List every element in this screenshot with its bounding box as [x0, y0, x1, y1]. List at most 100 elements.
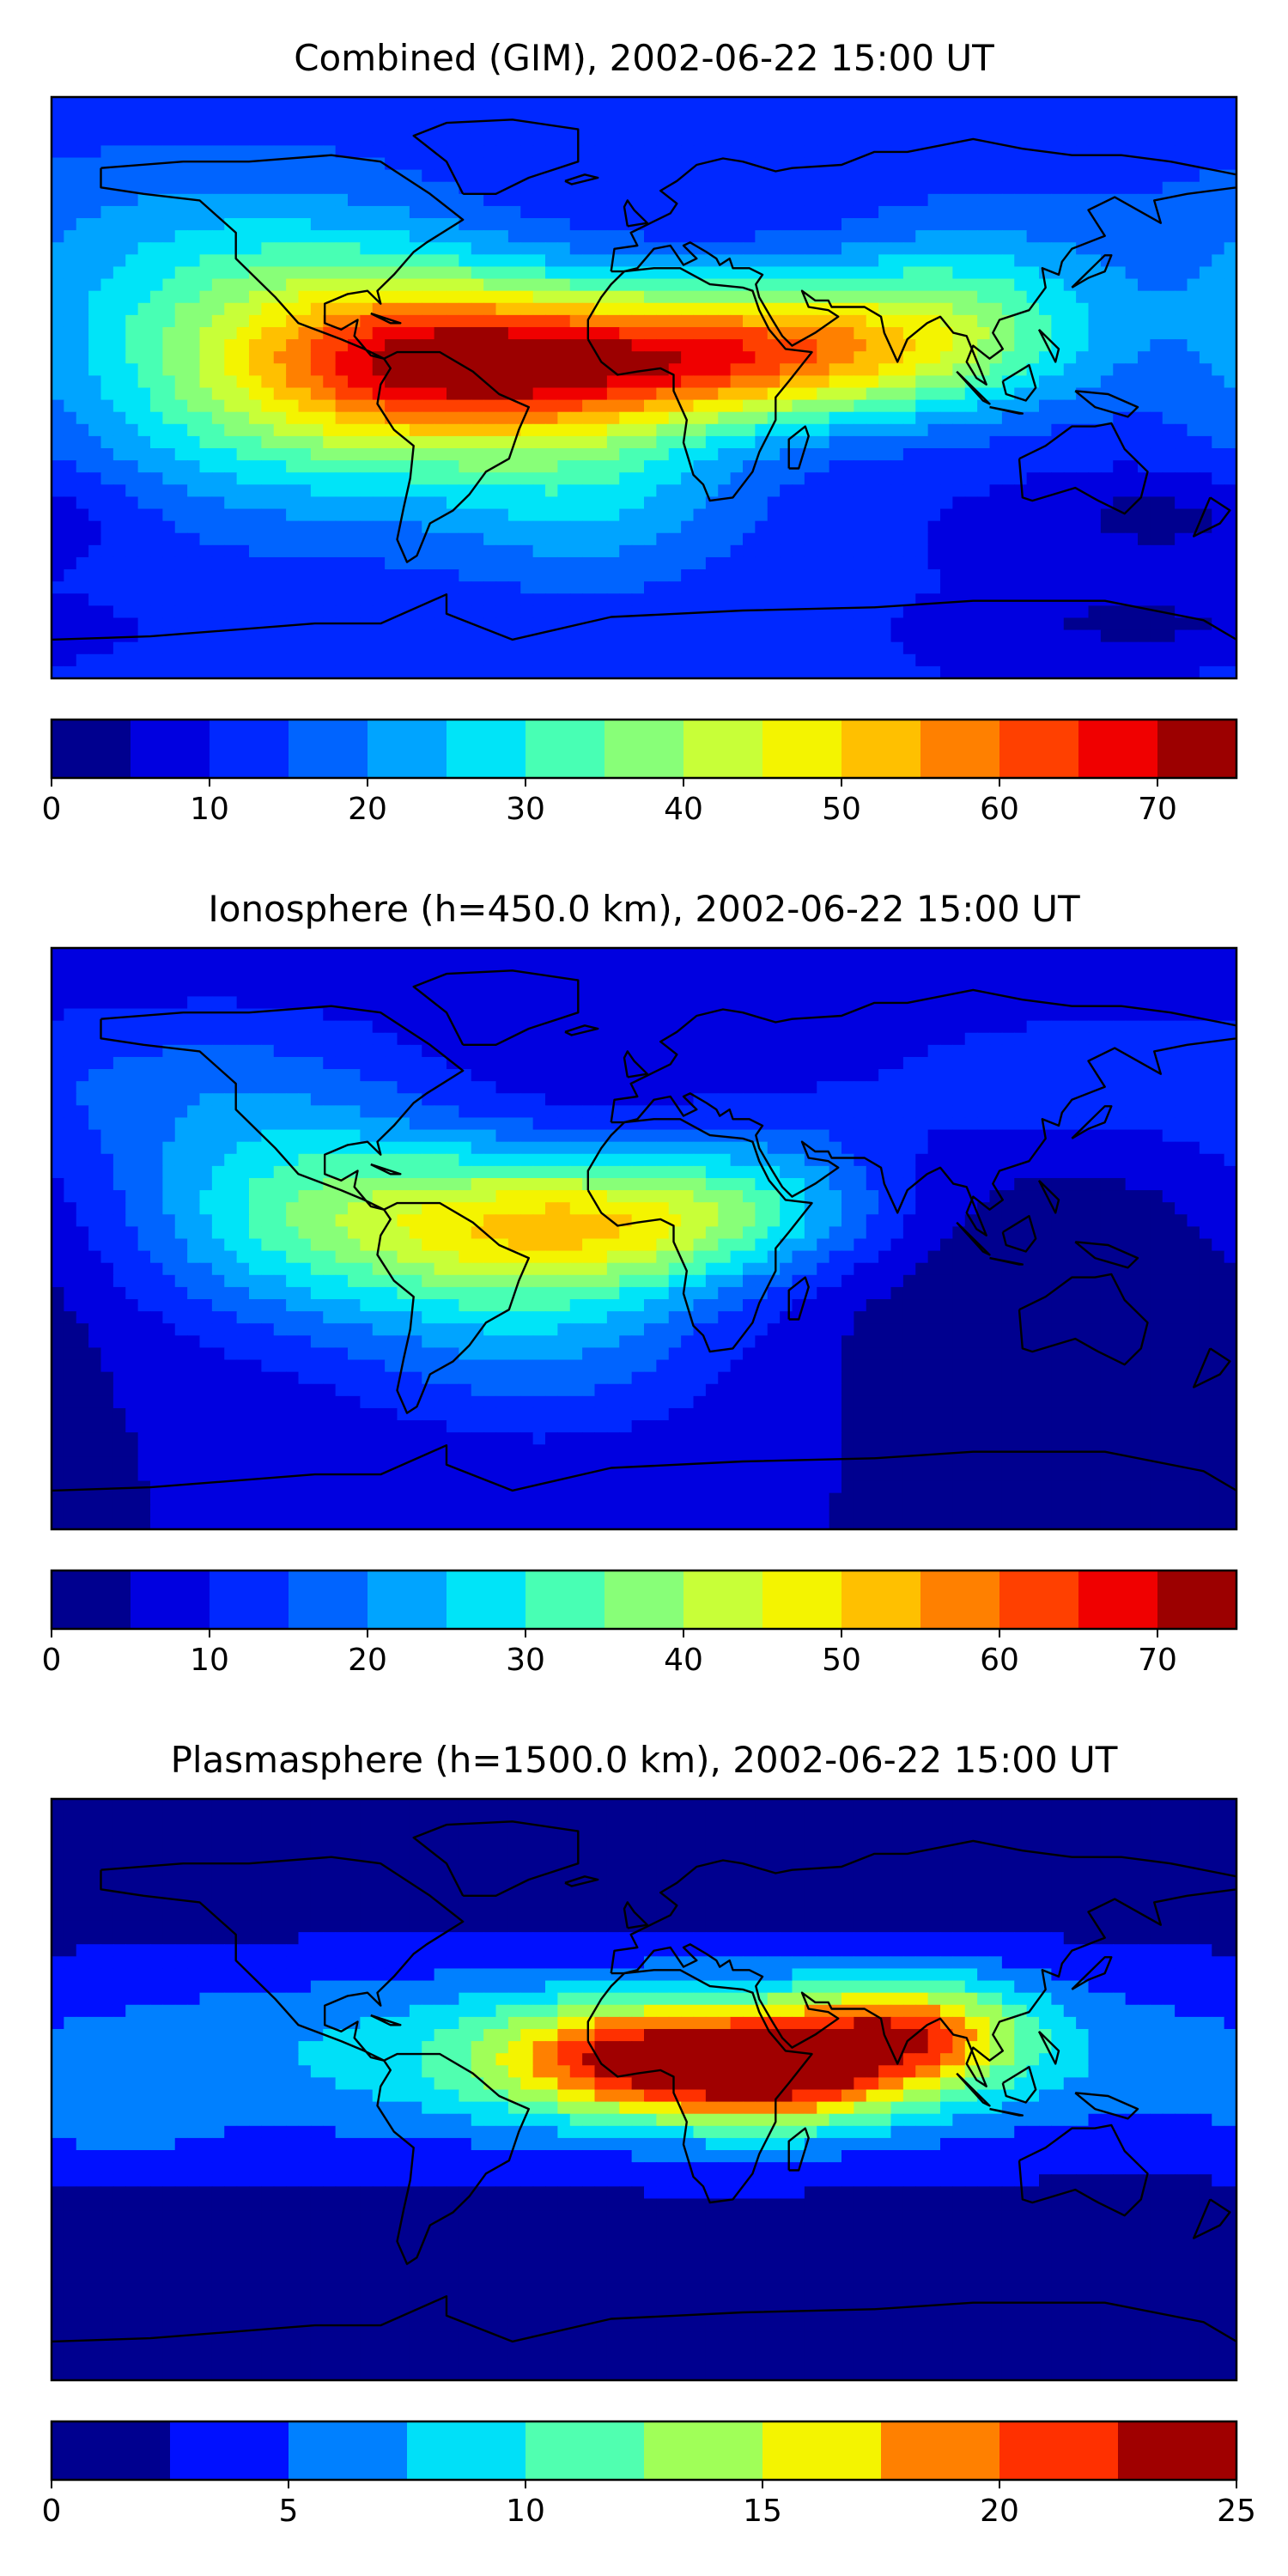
map-cell — [1187, 205, 1200, 219]
map-cell — [471, 460, 484, 473]
map-cell — [569, 351, 583, 364]
map-cell — [718, 169, 732, 183]
map-cell — [397, 133, 410, 147]
map-cell — [1212, 302, 1225, 316]
map-cell — [1199, 581, 1212, 594]
map-cell — [619, 145, 633, 159]
map-cell — [829, 484, 842, 498]
map-cell — [483, 569, 497, 582]
map-cell — [866, 508, 879, 522]
map-cell — [360, 484, 374, 498]
map-cell — [100, 641, 114, 655]
map-cell — [520, 254, 534, 268]
map-cell — [360, 544, 374, 558]
map-cell — [1051, 218, 1065, 231]
map-cell — [76, 278, 89, 292]
map-cell — [1088, 133, 1102, 147]
map-cell — [483, 556, 497, 570]
map-cell — [125, 972, 139, 985]
map-cell — [76, 157, 89, 171]
map-cell — [137, 520, 151, 534]
map-cell — [199, 278, 213, 292]
map-cell — [1063, 629, 1077, 643]
map-cell — [1187, 181, 1200, 195]
map-cell — [952, 290, 966, 304]
map-cell — [668, 508, 682, 522]
map-cell — [1125, 556, 1139, 570]
map-cell — [1100, 278, 1114, 292]
map-cell — [927, 193, 941, 207]
map-cell — [150, 145, 163, 159]
map-cell — [1014, 532, 1028, 546]
map-cell — [866, 544, 879, 558]
map-cell — [1125, 121, 1139, 134]
map-cell — [1026, 109, 1040, 122]
map-cell — [137, 435, 151, 449]
map-cell — [718, 472, 732, 485]
map-cell — [1212, 411, 1225, 425]
map-cell — [125, 544, 139, 558]
map-cell — [422, 169, 435, 183]
map-cell — [174, 230, 188, 243]
map-cell — [64, 508, 77, 522]
map-cell — [495, 205, 509, 219]
map-cell — [890, 278, 904, 292]
map-cell — [1125, 520, 1139, 534]
map-cell — [1125, 193, 1139, 207]
map-cell — [286, 97, 300, 110]
map-cell — [940, 460, 953, 473]
map-cell — [557, 472, 571, 485]
map-cell — [1076, 218, 1090, 231]
map-cell — [1100, 218, 1114, 231]
map-cell — [1026, 242, 1040, 255]
map-cell — [619, 181, 633, 195]
map-cell — [964, 972, 978, 985]
map-cell — [804, 960, 817, 973]
map-cell — [298, 351, 312, 364]
map-cell — [829, 121, 842, 134]
map-cell — [261, 593, 275, 606]
map-cell — [829, 960, 842, 973]
map-cell — [483, 133, 497, 147]
map-cell — [817, 411, 830, 425]
map-cell — [150, 278, 163, 292]
map-cell — [76, 435, 89, 449]
map-cell — [940, 145, 953, 159]
map-cell — [890, 326, 904, 340]
map-cell — [100, 972, 114, 985]
map-cell — [174, 948, 188, 961]
map-cell — [100, 484, 114, 498]
map-cell — [1224, 569, 1236, 582]
map-cell — [730, 629, 744, 643]
map-cell — [249, 472, 262, 485]
map-cell — [471, 205, 484, 219]
map-cell — [915, 218, 929, 231]
map-cell — [644, 193, 657, 207]
map-cell — [964, 605, 978, 619]
map-cell — [532, 387, 546, 401]
map-cell — [705, 544, 719, 558]
map-cell — [348, 484, 361, 498]
map-cell — [335, 254, 349, 268]
map-cell — [644, 121, 657, 134]
map-cell — [471, 254, 484, 268]
map-cell — [780, 556, 793, 570]
map-cell — [940, 302, 953, 316]
map-cell — [162, 375, 176, 389]
map-cell — [1113, 218, 1127, 231]
map-cell — [137, 193, 151, 207]
map-cell — [507, 653, 521, 667]
map-cell — [1113, 532, 1127, 546]
map-cell — [1014, 617, 1028, 631]
map-cell — [780, 145, 793, 159]
map-cell — [804, 972, 817, 985]
map-cell — [1063, 351, 1077, 364]
map-cell — [76, 544, 89, 558]
map-cell — [422, 435, 435, 449]
map-cell — [483, 169, 497, 183]
map-cell — [780, 169, 793, 183]
map-cell — [1125, 972, 1139, 985]
map-cell — [1100, 653, 1114, 667]
map-cell — [569, 218, 583, 231]
map-cell — [507, 496, 521, 510]
